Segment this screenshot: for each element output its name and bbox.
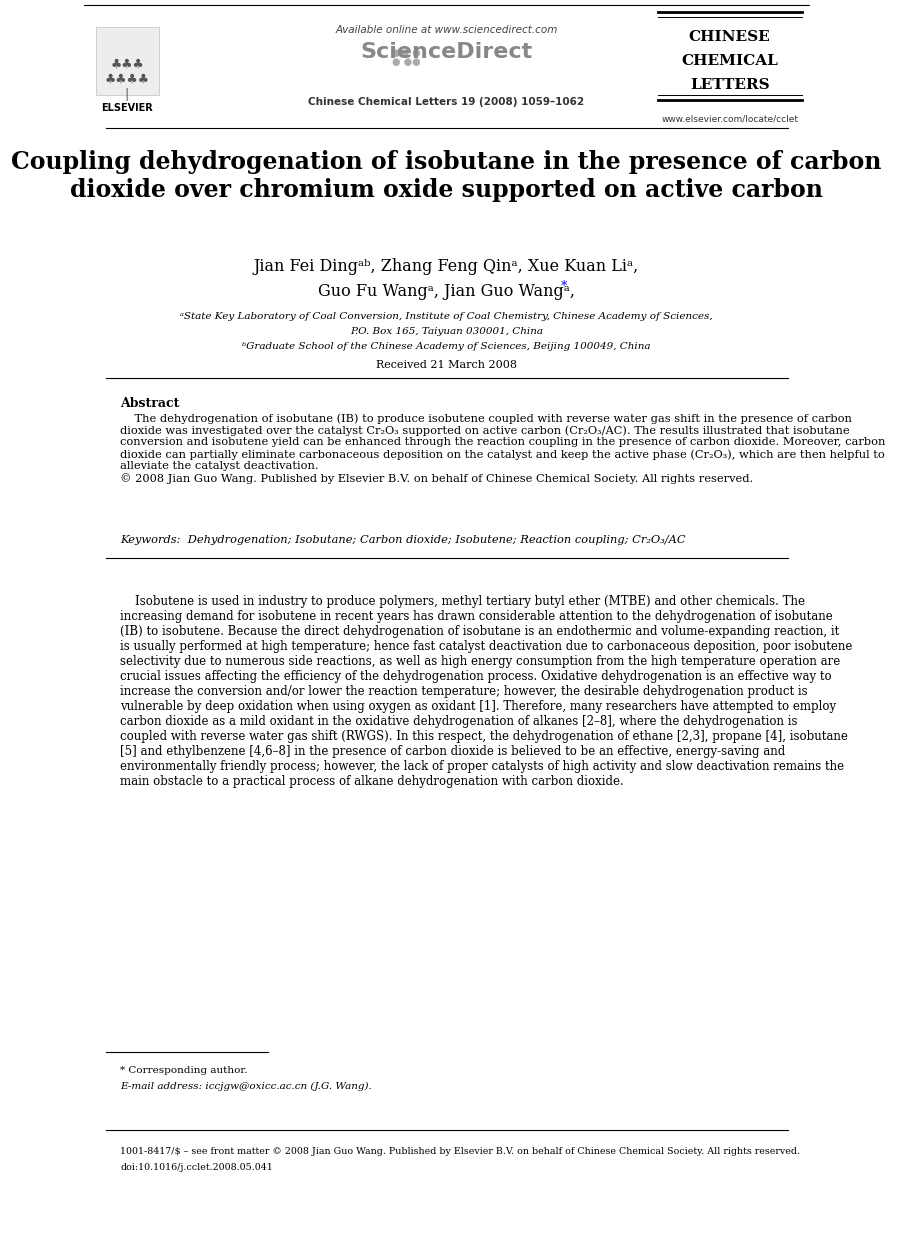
FancyBboxPatch shape [96,27,159,95]
Text: *: * [561,280,567,293]
Text: Guo Fu Wangᵃ, Jian Guo Wangᵃ,: Guo Fu Wangᵃ, Jian Guo Wangᵃ, [318,284,575,300]
Text: Jian Fei Dingᵃᵇ, Zhang Feng Qinᵃ, Xue Kuan Liᵃ,: Jian Fei Dingᵃᵇ, Zhang Feng Qinᵃ, Xue Ku… [254,258,639,275]
Text: * Corresponding author.: * Corresponding author. [120,1066,248,1075]
Text: Abstract: Abstract [120,397,180,410]
Text: LETTERS: LETTERS [690,78,769,92]
Text: ● ●●: ● ●● [392,57,421,67]
Text: ●● ●: ●● ● [392,48,421,58]
Text: Isobutene is used in industry to produce polymers, methyl tertiary butyl ether (: Isobutene is used in industry to produce… [120,595,853,789]
Text: ᵇGraduate School of the Chinese Academy of Sciences, Beijing 100049, China: ᵇGraduate School of the Chinese Academy … [242,342,650,352]
Text: Chinese Chemical Letters 19 (2008) 1059–1062: Chinese Chemical Letters 19 (2008) 1059–… [308,97,584,106]
Text: doi:10.1016/j.cclet.2008.05.041: doi:10.1016/j.cclet.2008.05.041 [120,1162,273,1172]
Text: Available online at www.sciencedirect.com: Available online at www.sciencedirect.co… [336,25,558,35]
Text: The dehydrogenation of isobutane (IB) to produce isobutene coupled with reverse : The dehydrogenation of isobutane (IB) to… [120,413,885,484]
Text: 1001-8417/$ – see front matter © 2008 Jian Guo Wang. Published by Elsevier B.V. : 1001-8417/$ – see front matter © 2008 Ji… [120,1146,800,1156]
Text: E-mail address: iccjgw@oxicc.ac.cn (J.G. Wang).: E-mail address: iccjgw@oxicc.ac.cn (J.G.… [120,1082,372,1091]
Text: CHEMICAL: CHEMICAL [681,54,778,68]
Text: ᵃState Key Laboratory of Coal Conversion, Institute of Coal Chemistry, Chinese A: ᵃState Key Laboratory of Coal Conversion… [180,312,713,321]
Text: Coupling dehydrogenation of isobutane in the presence of carbon
dioxide over chr: Coupling dehydrogenation of isobutane in… [11,150,882,202]
Text: P.O. Box 165, Taiyuan 030001, China: P.O. Box 165, Taiyuan 030001, China [350,327,543,335]
Text: www.elsevier.com/locate/cclet: www.elsevier.com/locate/cclet [661,114,798,123]
Text: Received 21 March 2008: Received 21 March 2008 [376,360,517,370]
Text: Keywords:  Dehydrogenation; Isobutane; Carbon dioxide; Isobutene; Reaction coupl: Keywords: Dehydrogenation; Isobutane; Ca… [120,535,686,545]
Text: ELSEVIER: ELSEVIER [102,103,153,113]
Text: CHINESE: CHINESE [688,30,771,45]
Text: ♣♣♣
♣♣♣♣
  |: ♣♣♣ ♣♣♣♣ | [105,58,150,102]
Text: ScienceDirect: ScienceDirect [360,42,532,62]
